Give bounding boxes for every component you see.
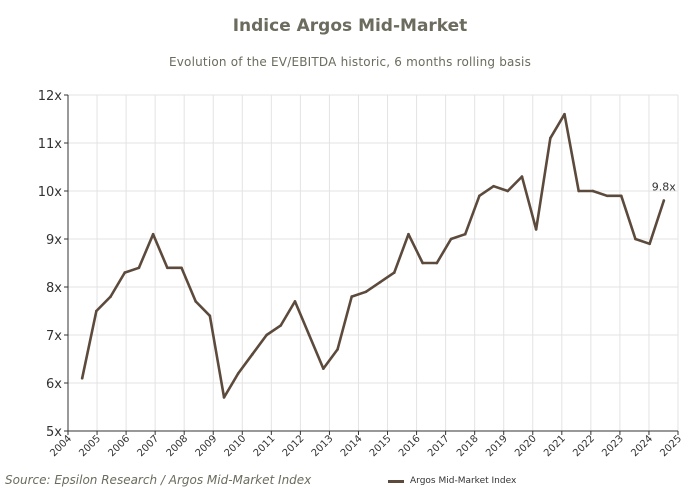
data-point [449, 237, 453, 241]
data-point [222, 396, 226, 399]
data-label: 9.8x [652, 181, 676, 194]
chart-subtitle: Evolution of the EV/EBITDA historic, 6 m… [168, 55, 532, 69]
data-point [279, 324, 283, 327]
data-point [364, 290, 368, 294]
data-point [180, 266, 183, 270]
data-point [619, 194, 623, 198]
data-point [378, 280, 382, 284]
y-tick-label: 11x [38, 137, 63, 152]
data-point [208, 314, 212, 318]
data-point [123, 271, 127, 274]
x-tick-label: 2009 [194, 433, 220, 459]
y-tick-label: 6x [46, 377, 62, 392]
x-tick-label: 2007 [135, 433, 161, 459]
x-tick-label: 2022 [571, 433, 597, 459]
data-point [322, 367, 325, 370]
data-point [421, 261, 424, 265]
y-tick-label: 5x [46, 425, 62, 440]
data-point [307, 333, 311, 337]
data-point [336, 348, 339, 351]
x-tick-label: 2013 [310, 433, 336, 459]
data-point [293, 300, 297, 303]
x-tick-label: 2021 [542, 433, 568, 459]
data-point [634, 237, 637, 241]
x-tick-label: 2025 [658, 433, 684, 459]
data-point [350, 295, 354, 298]
y-tick-label: 10x [38, 185, 63, 200]
data-point [194, 300, 197, 303]
x-tick-label: 2015 [368, 433, 394, 459]
x-tick-label: 2012 [281, 433, 307, 459]
x-tick-label: 2023 [600, 433, 626, 459]
legend-label: Argos Mid-Market Index [410, 476, 517, 486]
legend: Argos Mid-Market Index [388, 476, 516, 486]
data-point [563, 112, 566, 116]
data-point [137, 266, 141, 270]
data-point [648, 242, 651, 246]
y-tick-label: 8x [46, 281, 62, 296]
x-tick-label: 2011 [252, 433, 278, 459]
data-point [506, 189, 510, 193]
x-tick-label: 2005 [77, 433, 103, 459]
data-point [577, 189, 580, 193]
source-note: Source: Epsilon Research / Argos Mid-Mar… [5, 473, 312, 487]
data-point [534, 228, 538, 231]
legend-swatch [388, 479, 404, 483]
y-tick-label: 9x [46, 233, 62, 248]
data-point [492, 184, 495, 188]
data-point [662, 199, 666, 202]
data-point [435, 261, 439, 265]
x-tick-label: 2006 [106, 433, 132, 459]
series-line [80, 112, 666, 399]
data-point [151, 232, 155, 236]
data-point [591, 189, 595, 193]
data-point [478, 194, 481, 198]
y-tick-label: 7x [46, 329, 62, 344]
x-tick-label: 2024 [629, 433, 655, 459]
data-point [80, 376, 84, 380]
x-tick-label: 2014 [339, 433, 365, 459]
x-tick-label: 2019 [484, 433, 510, 459]
data-point [549, 136, 552, 140]
data-point [166, 266, 169, 270]
x-tick-label: 2018 [455, 433, 481, 459]
data-point [520, 175, 524, 178]
x-tick-label: 2008 [165, 433, 191, 459]
data-point [236, 372, 240, 375]
data-point [251, 352, 254, 356]
data-point [109, 295, 112, 298]
x-tick-label: 2020 [513, 433, 539, 459]
x-tick-label: 2017 [426, 433, 452, 459]
y-tick-label: 12x [38, 89, 63, 104]
x-tick-label: 2010 [223, 433, 249, 459]
data-point [95, 309, 98, 313]
x-tick-label: 2016 [397, 433, 423, 459]
chart-title: Indice Argos Mid-Market [232, 16, 468, 36]
data-point [605, 194, 609, 198]
data-point [463, 232, 467, 236]
data-point [392, 271, 396, 274]
data-point [407, 232, 410, 236]
data-point [265, 333, 268, 337]
